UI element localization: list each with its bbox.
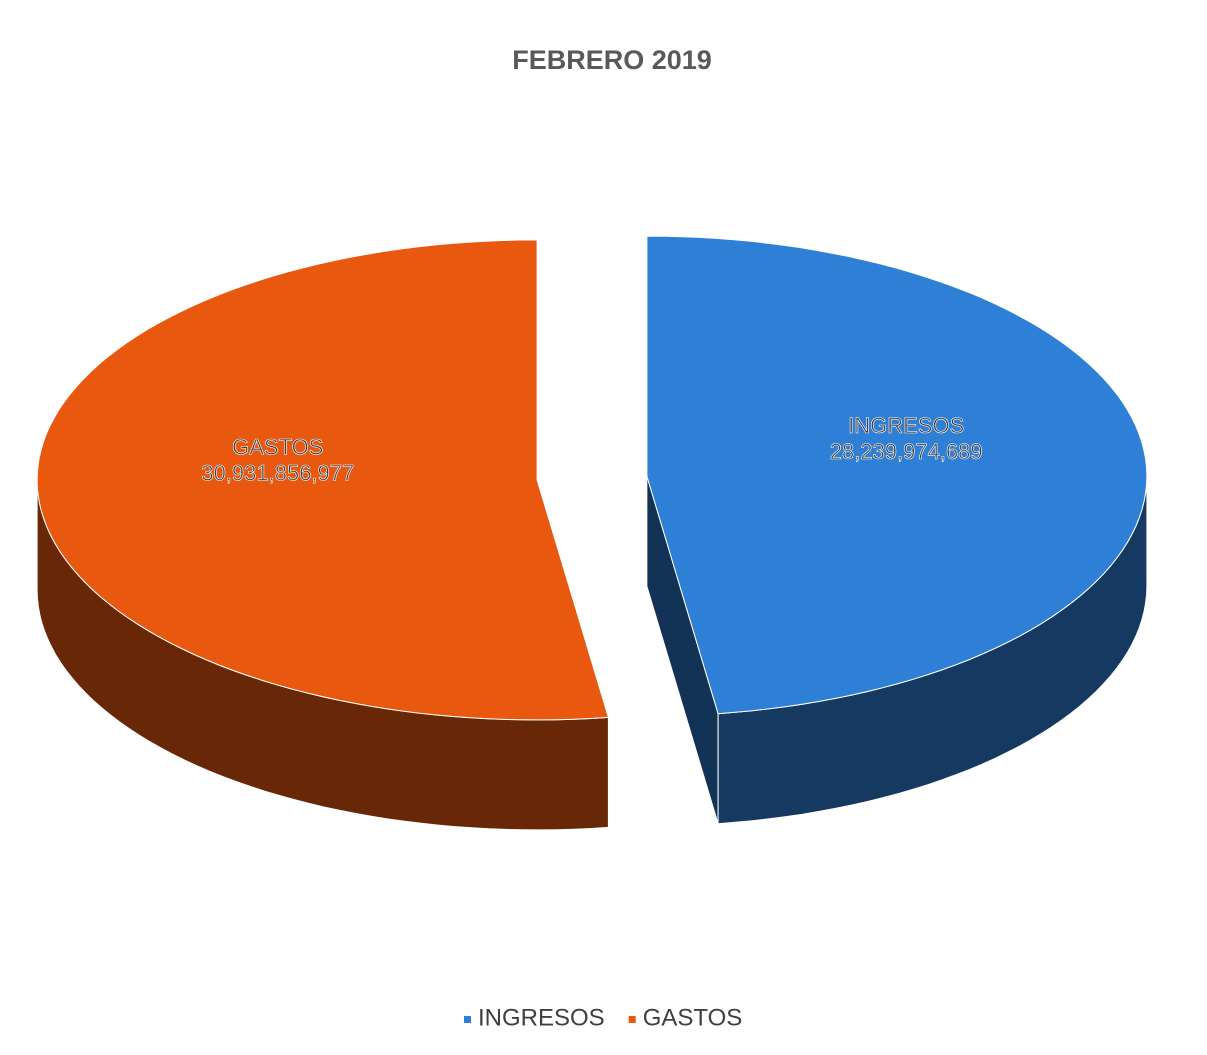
legend-swatch — [464, 1016, 471, 1023]
data-label-value: 30,931,856,977 — [201, 461, 354, 486]
data-label-name: GASTOS — [232, 435, 323, 460]
slice — [36, 239, 610, 721]
legend-swatch — [628, 1016, 636, 1023]
data-label-value: 28,239,974,689 — [830, 439, 983, 464]
legend-label: GASTOS — [643, 1004, 743, 1031]
slice-tops — [36, 235, 1148, 721]
slice — [646, 235, 1148, 715]
data-label-name: INGRESOS — [848, 413, 964, 438]
chart-title: FEBRERO 2019 — [512, 45, 712, 75]
legend-label: INGRESOS — [478, 1004, 605, 1031]
